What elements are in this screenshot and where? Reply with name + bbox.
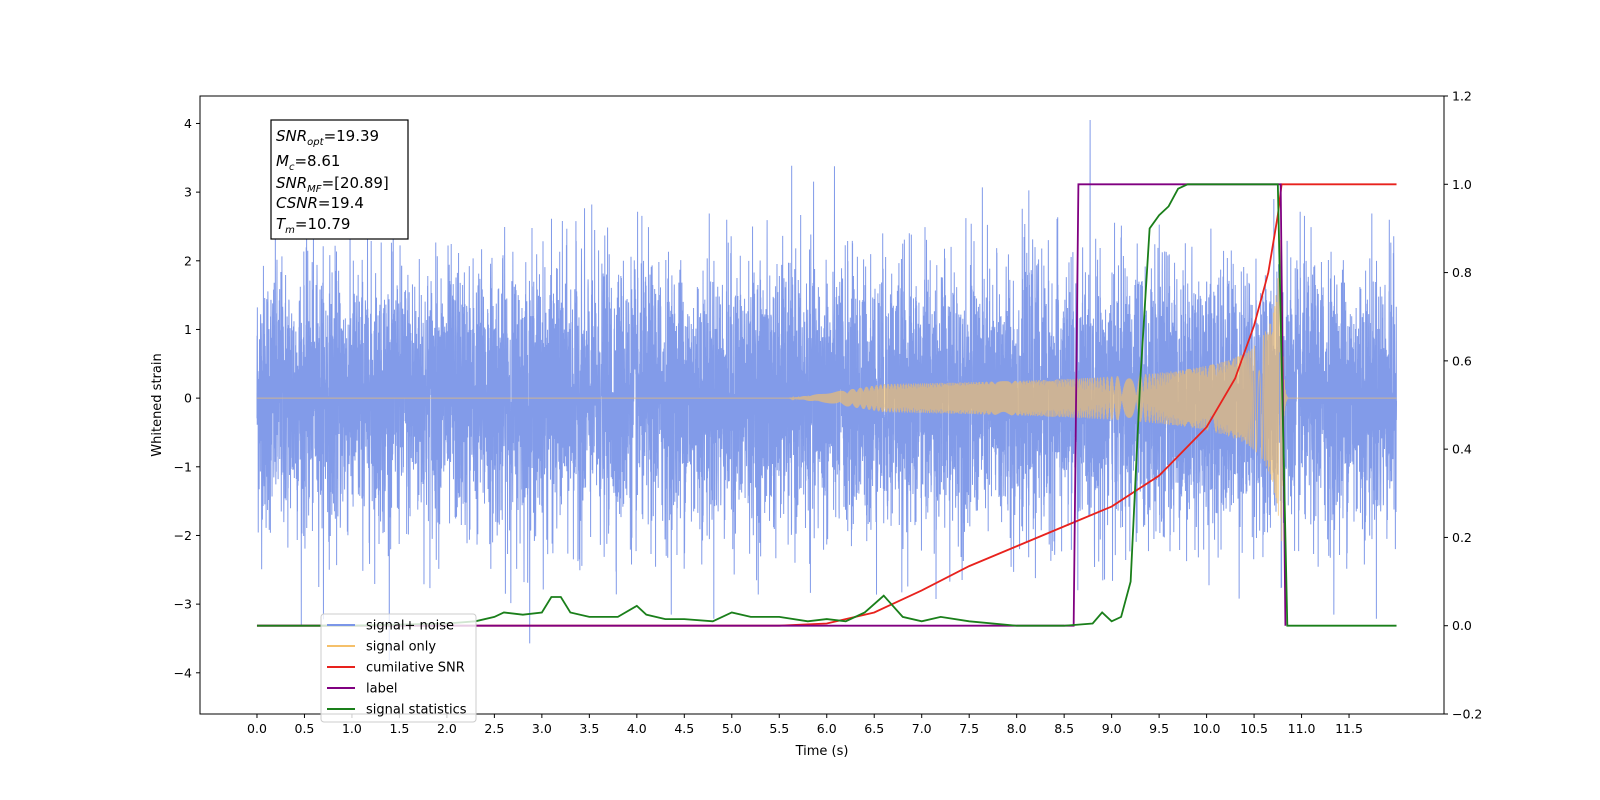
- series-signal-noise: [256, 120, 1398, 661]
- x-tick-label: 11.5: [1335, 721, 1363, 736]
- x-tick-label: 5.0: [722, 721, 742, 736]
- y-tick-label: −2: [174, 528, 192, 543]
- x-tick-label: 5.5: [769, 721, 789, 736]
- x-tick-label: 2.5: [484, 721, 504, 736]
- annotation-csnr-value: =19.4: [318, 194, 364, 212]
- x-tick-label: 4.0: [627, 721, 647, 736]
- series-signal-statistics: [256, 183, 1397, 627]
- annotation-snr-mf: SNRMF=[20.89]: [276, 174, 389, 195]
- x-tick-label: 8.0: [1007, 721, 1027, 736]
- x-tick-label: 1.5: [389, 721, 409, 736]
- annotation-snr-mf-value: =[20.89]: [322, 174, 389, 192]
- annotation-frame: [270, 119, 409, 240]
- y2-tick-label: 1.0: [1452, 177, 1472, 192]
- annotation-snr-opt: SNRopt=19.39: [276, 127, 379, 148]
- x-tick-label: 4.5: [674, 721, 694, 736]
- y-tick-label: −1: [174, 459, 192, 474]
- x-tick-label: 2.0: [437, 721, 457, 736]
- y-tick-label: 2: [184, 253, 192, 268]
- y2-tick-label: 1.2: [1452, 89, 1472, 104]
- y-axis-label: Whitened strain: [150, 353, 165, 456]
- x-tick-label: 1.0: [342, 721, 362, 736]
- y2-tick-label: 0.6: [1452, 353, 1472, 368]
- y-tick-label: 4: [184, 116, 192, 131]
- y2-tick-label: 0.8: [1452, 265, 1472, 280]
- annotation-box: SNRopt=19.39 Mc=8.61 SNRMF=[20.89] CSNR=…: [270, 119, 409, 240]
- y-tick-label: 1: [184, 322, 192, 337]
- y2-tick-label: 0.2: [1452, 530, 1472, 545]
- legend-label: signal only: [366, 640, 436, 655]
- x-tick-label: 7.0: [912, 721, 932, 736]
- x-tick-label: 6.0: [817, 721, 837, 736]
- x-tick-label: 0.0: [247, 721, 267, 736]
- annotation-csnr: CSNR=19.4: [276, 194, 364, 212]
- x-tick-label: 10.5: [1240, 721, 1268, 736]
- x-tick-label: 9.5: [1149, 721, 1169, 736]
- annotation-mc: Mc=8.61: [276, 152, 340, 173]
- series-signal-only: [256, 224, 1397, 542]
- annotation-tm: Tm=10.79: [276, 215, 350, 236]
- legend-label: signal statistics: [366, 703, 467, 718]
- y-tick-label: 0: [184, 391, 192, 406]
- x-tick-label: 0.5: [295, 721, 315, 736]
- x-axis-label: Time (s): [795, 744, 849, 759]
- x-tick-label: 7.5: [959, 721, 979, 736]
- x-tick-label: 9.0: [1102, 721, 1122, 736]
- y-tick-label: −4: [174, 665, 192, 680]
- series-label: [256, 183, 1287, 627]
- axes-ticks: 0.0 0.5 1.0 1.5 2.0 2.5 3.0 3.5 4.0 4.5 5.0 5.5 6.0 6…: [174, 89, 1483, 737]
- y-tick-label: −3: [174, 597, 192, 612]
- annotation-snr-opt-value: =19.39: [324, 127, 380, 145]
- x-tick-label: 11.0: [1288, 721, 1316, 736]
- y2-tick-label: −0.2: [1452, 707, 1482, 722]
- plot-frame: [199, 95, 1445, 715]
- y2-tick-label: 0.0: [1452, 618, 1472, 633]
- plot-area: [256, 120, 1398, 661]
- x-tick-label: 10.0: [1193, 721, 1221, 736]
- legend: signal+ noise signal only cumilative SNR la…: [320, 613, 477, 723]
- y2-tick-label: 0.4: [1452, 442, 1472, 457]
- x-tick-label: 6.5: [864, 721, 884, 736]
- x-tick-label: 8.5: [1054, 721, 1074, 736]
- annotation-mc-value: =8.61: [294, 152, 340, 170]
- annotation-tm-value: =10.79: [295, 215, 351, 233]
- legend-label: signal+ noise: [366, 619, 454, 634]
- legend-frame: [320, 613, 477, 723]
- legend-label: label: [366, 682, 397, 697]
- x-tick-label: 3.5: [579, 721, 599, 736]
- legend-label: cumilative SNR: [366, 661, 465, 676]
- y-tick-label: 3: [184, 185, 192, 200]
- x-tick-label: 3.0: [532, 721, 552, 736]
